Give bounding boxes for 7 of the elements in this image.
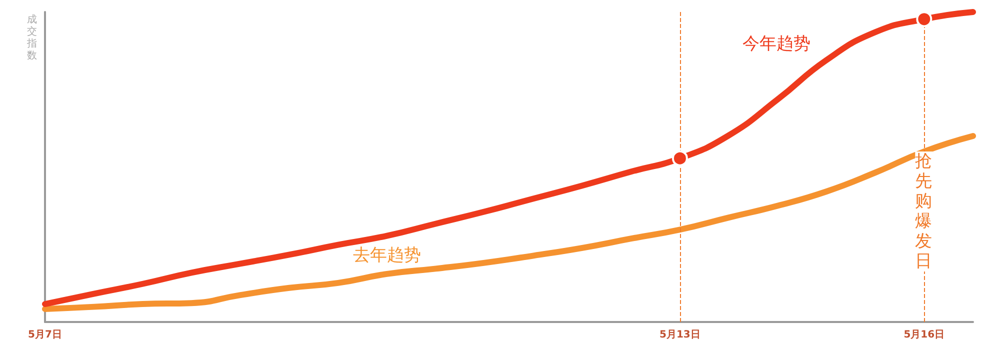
x-tick-label: 5月16日 xyxy=(904,330,945,340)
series-label: 去年趋势 xyxy=(352,245,421,266)
ref-line-label: 抢先购爆发日 xyxy=(915,152,932,272)
x-tick-label: 5月7日 xyxy=(28,330,62,340)
series-label: 今年趋势 xyxy=(742,34,810,54)
y-axis-title: 成交指数 xyxy=(26,14,37,62)
x-tick-label: 5月13日 xyxy=(660,330,700,340)
